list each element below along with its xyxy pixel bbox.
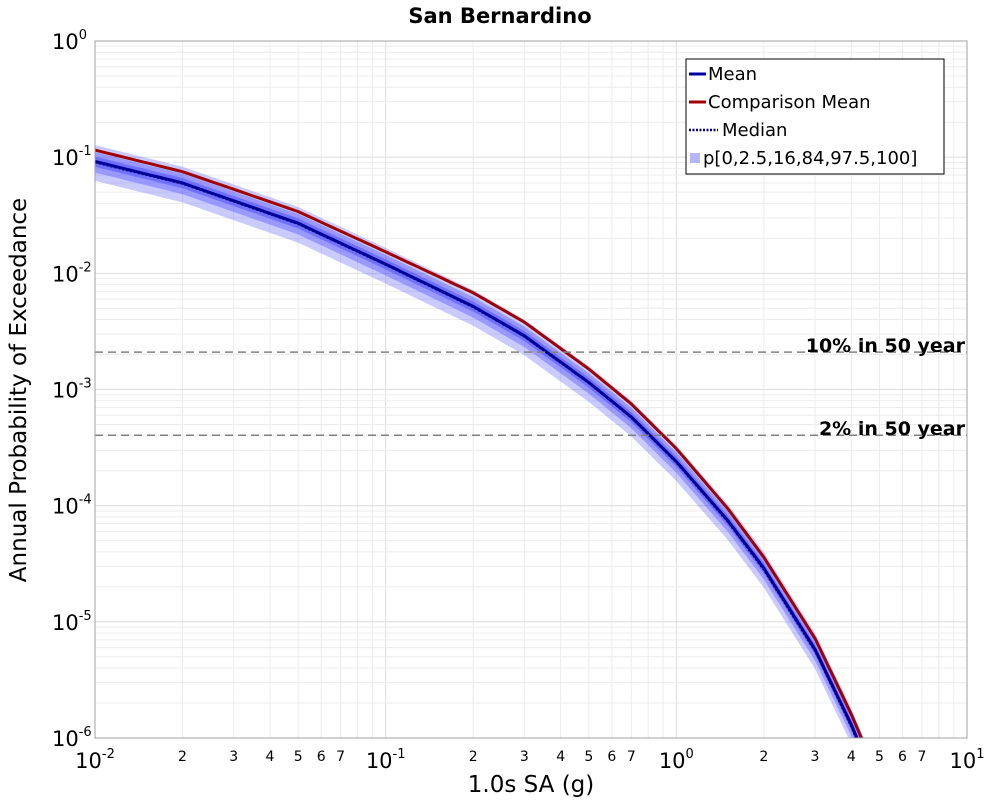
plot-border bbox=[94, 40, 968, 739]
x-minor-tick-label: 4 bbox=[556, 749, 565, 765]
x-minor-tick-label: 2 bbox=[759, 749, 768, 765]
reference-line-label-1: 10% in 50 year bbox=[806, 335, 966, 357]
x-minor-tick-label: 7 bbox=[627, 749, 636, 765]
median-line bbox=[95, 161, 858, 738]
x-minor-tick-label: 5 bbox=[875, 749, 884, 765]
x-minor-tick-label: 3 bbox=[520, 749, 529, 765]
legend-label-comparison-mean: Comparison Mean bbox=[708, 92, 871, 113]
reference-line-label-2: 2% in 50 year bbox=[819, 418, 966, 440]
x-minor-tick-label: 7 bbox=[336, 749, 345, 765]
legend: Mean Comparison Mean Median p[0,2.5,16,84,9… bbox=[685, 58, 945, 175]
plot-frame bbox=[94, 40, 968, 739]
y-major-tick-label: 10-2 bbox=[52, 260, 92, 286]
x-minor-tick-label: 5 bbox=[584, 749, 593, 765]
x-minor-tick-label: 2 bbox=[469, 749, 478, 765]
y-major-tick-label: 100 bbox=[52, 28, 87, 54]
x-minor-tick-label: 6 bbox=[898, 749, 907, 765]
y-major-tick-label: 10-1 bbox=[52, 144, 92, 170]
x-minor-tick-label: 7 bbox=[918, 749, 927, 765]
x-minor-tick-label: 5 bbox=[294, 749, 303, 765]
reference-lines: 10% in 50 year 2% in 50 year bbox=[95, 335, 967, 440]
y-major-tick-label: 10-3 bbox=[52, 377, 92, 403]
x-minor-tick-label: 2 bbox=[178, 749, 187, 765]
grid-lines bbox=[94, 41, 967, 739]
x-major-tick-label: 10-1 bbox=[366, 747, 406, 773]
y-major-tick-label: 10-4 bbox=[52, 493, 92, 519]
x-major-tick-label: 100 bbox=[659, 747, 694, 773]
x-minor-tick-label: 3 bbox=[229, 749, 238, 765]
x-major-tick-label: 101 bbox=[949, 747, 984, 773]
x-minor-tick-label: 3 bbox=[811, 749, 820, 765]
y-major-tick-label: 10-6 bbox=[52, 725, 92, 751]
x-axis-label: 1.0s SA (g) bbox=[468, 772, 595, 798]
legend-swatch-p-0-2-5-16-84-97-5-100 bbox=[690, 153, 700, 163]
comparison-mean-line bbox=[95, 148, 864, 738]
legend-label-median: Median bbox=[722, 120, 787, 141]
legend-box bbox=[685, 58, 945, 175]
x-minor-tick-label: 6 bbox=[317, 749, 326, 765]
x-major-tick-label: 10-2 bbox=[75, 747, 115, 773]
legend-label-mean: Mean bbox=[708, 64, 757, 85]
series-lines bbox=[95, 148, 864, 738]
y-axis-ticks: 100 10-1 10-2 10-3 10-4 10-5 10-6 bbox=[52, 28, 92, 751]
legend-label-p-0-2-5-16-84-97-5-100: p[0,2.5,16,84,97.5,100] bbox=[703, 148, 917, 169]
chart-title: San Bernardino bbox=[408, 4, 591, 28]
x-minor-tick-label: 6 bbox=[607, 749, 616, 765]
y-axis-label: Annual Probability of Exceedance bbox=[6, 198, 32, 582]
x-minor-tick-label: 4 bbox=[266, 749, 275, 765]
y-major-tick-label: 10-5 bbox=[52, 609, 92, 635]
x-minor-tick-label: 4 bbox=[847, 749, 856, 765]
